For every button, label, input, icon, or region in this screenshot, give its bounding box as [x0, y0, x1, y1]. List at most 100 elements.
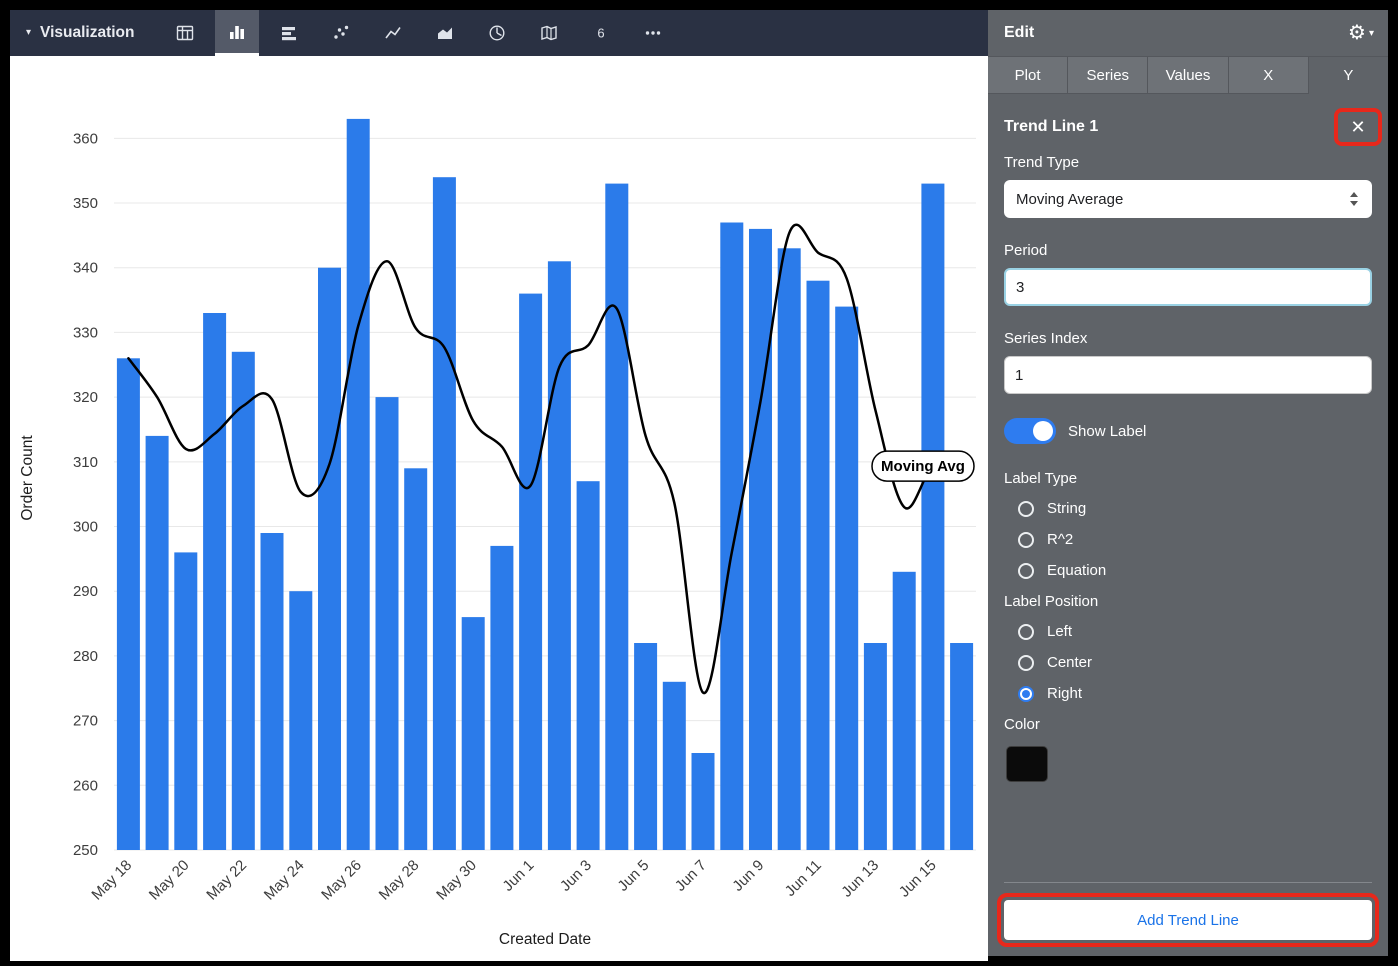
y-tick-label: 250: [73, 842, 98, 859]
bar: [318, 267, 341, 850]
bar: [289, 591, 313, 850]
x-axis-title: Created Date: [499, 931, 591, 948]
radio-label: Equation: [1047, 562, 1107, 579]
x-tick-label: May 30: [433, 857, 480, 904]
period-label: Period: [1004, 242, 1048, 259]
visualization-menu[interactable]: ▾ Visualization: [10, 24, 153, 42]
bar: [720, 222, 744, 850]
y-tick-label: 260: [73, 777, 98, 794]
bar-chart-icon[interactable]: [267, 10, 311, 56]
radio-icon: [1018, 685, 1034, 702]
color-swatch[interactable]: [1006, 746, 1048, 782]
pie-chart-icon[interactable]: [475, 10, 519, 56]
radio-label-position-center[interactable]: Center: [1018, 654, 1372, 671]
bar: [691, 753, 715, 850]
single-value-icon[interactable]: 6: [579, 10, 623, 56]
bar: [576, 481, 600, 850]
bar: [547, 261, 571, 850]
panel-tabs: Plot Series Values X Y: [988, 56, 1389, 94]
y-tick-label: 280: [73, 648, 98, 665]
add-trend-line-button[interactable]: Add Trend Line: [1004, 900, 1372, 940]
period-input[interactable]: [1004, 268, 1372, 306]
bar: [404, 468, 428, 850]
bar: [116, 358, 140, 850]
y-axis-title: Order Count: [19, 435, 36, 521]
radio-label-type-equation[interactable]: Equation: [1018, 562, 1372, 579]
radio-label-type-string[interactable]: String: [1018, 500, 1372, 517]
bar: [461, 617, 485, 850]
tab-x[interactable]: X: [1228, 56, 1309, 94]
trend-label-pill: [871, 450, 975, 482]
trend-line-settings: Trend Line 1 ✕ Trend Type Moving Average…: [988, 94, 1388, 876]
show-label-label: Show Label: [1068, 422, 1147, 440]
y-tick-label: 300: [73, 519, 98, 536]
show-label-toggle[interactable]: [1004, 418, 1056, 444]
bar: [174, 552, 198, 850]
tab-values[interactable]: Values: [1148, 56, 1229, 94]
color-label: Color: [1004, 716, 1040, 733]
y-tick-label: 270: [73, 713, 98, 730]
series-index-input[interactable]: [1004, 356, 1372, 394]
visualization-pane: ▾ Visualization 6 250 260 270 280 290 300 310 3…: [10, 10, 988, 961]
column-chart-icon[interactable]: [214, 10, 259, 56]
bar: [863, 643, 887, 850]
bar: [892, 571, 916, 850]
bar: [921, 183, 945, 851]
table-icon[interactable]: [163, 10, 207, 56]
radio-label: String: [1047, 500, 1087, 517]
panel-divider: [1004, 882, 1372, 883]
trend-line: [127, 223, 963, 694]
bar: [203, 313, 227, 850]
radio-label-position-right[interactable]: Right: [1018, 685, 1372, 702]
chart-area: 250 260 270 280 290 300 310 320 330 340 350 360 May …: [10, 56, 988, 961]
x-tick-label: May 26: [318, 857, 365, 904]
area-chart-icon[interactable]: [423, 10, 467, 56]
map-chart-icon[interactable]: [527, 10, 571, 56]
trend-label-text: Moving Avg: [881, 458, 965, 475]
bar: [432, 177, 456, 850]
radio-icon: [1018, 500, 1034, 517]
x-tick-label: May 28: [376, 857, 423, 904]
x-tick-label: Jun 15: [896, 857, 940, 901]
radio-label-type-r2[interactable]: R^2: [1018, 531, 1372, 548]
bar: [662, 681, 686, 850]
radio-icon: [1018, 531, 1034, 548]
app-window: ▾ Visualization 6 250 260 270 280 290 300 310 3…: [10, 10, 1389, 961]
y-tick-label: 340: [73, 260, 98, 277]
visualization-toolbar: ▾ Visualization 6: [10, 10, 988, 56]
settings-button[interactable]: ⚙ ▾: [1348, 23, 1374, 43]
add-trend-line-annotation-highlight: Add Trend Line: [997, 893, 1379, 947]
line-chart-icon[interactable]: [371, 10, 415, 56]
y-tick-label: 310: [73, 454, 98, 471]
trend-type-select[interactable]: Moving Average: [1004, 180, 1372, 218]
radio-label-position-left[interactable]: Left: [1018, 623, 1372, 640]
trend-type-label: Trend Type: [1004, 154, 1080, 171]
bar: [605, 183, 629, 851]
chevron-down-icon: ▾: [1368, 27, 1374, 39]
bar: [749, 228, 772, 850]
tab-series[interactable]: Series: [1068, 56, 1149, 94]
bar: [777, 248, 801, 851]
x-tick-label: Jun 3: [557, 857, 595, 895]
trend-type-value: Moving Average: [1016, 190, 1124, 208]
scatter-chart-icon[interactable]: [319, 10, 363, 56]
svg-text:6: 6: [597, 26, 604, 41]
bar: [950, 643, 974, 850]
bar: [806, 280, 830, 850]
tab-y[interactable]: Y: [1308, 56, 1389, 94]
more-icon[interactable]: [631, 10, 675, 56]
tab-plot[interactable]: Plot: [988, 56, 1069, 94]
x-tick-label: Jun 7: [672, 857, 710, 895]
bar: [231, 351, 255, 850]
bar: [835, 306, 859, 851]
y-tick-label: 330: [73, 324, 98, 341]
bar: [260, 533, 284, 850]
chart-type-switcher: 6: [163, 10, 683, 56]
bar: [490, 545, 514, 850]
close-icon[interactable]: ✕: [1350, 117, 1366, 137]
radio-icon: [1018, 623, 1034, 640]
label-type-label: Label Type: [1004, 470, 1078, 487]
x-tick-label: May 22: [203, 857, 250, 904]
series-index-label: Series Index: [1004, 330, 1088, 347]
bar: [145, 435, 169, 850]
